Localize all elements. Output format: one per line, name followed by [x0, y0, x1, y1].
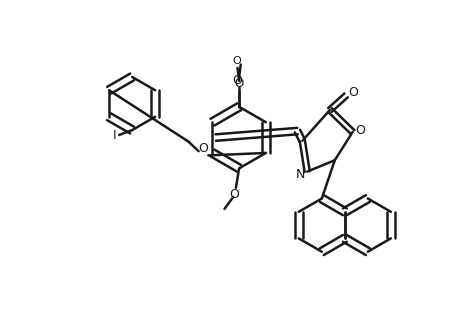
Text: O: O [199, 143, 209, 155]
Text: I: I [113, 129, 116, 143]
Text: O: O [229, 188, 239, 201]
Text: N: N [295, 168, 305, 181]
Text: O: O [348, 86, 358, 99]
Text: O: O [355, 124, 365, 137]
Text: O: O [233, 74, 242, 87]
Text: O: O [235, 77, 244, 90]
Text: O: O [232, 56, 241, 66]
